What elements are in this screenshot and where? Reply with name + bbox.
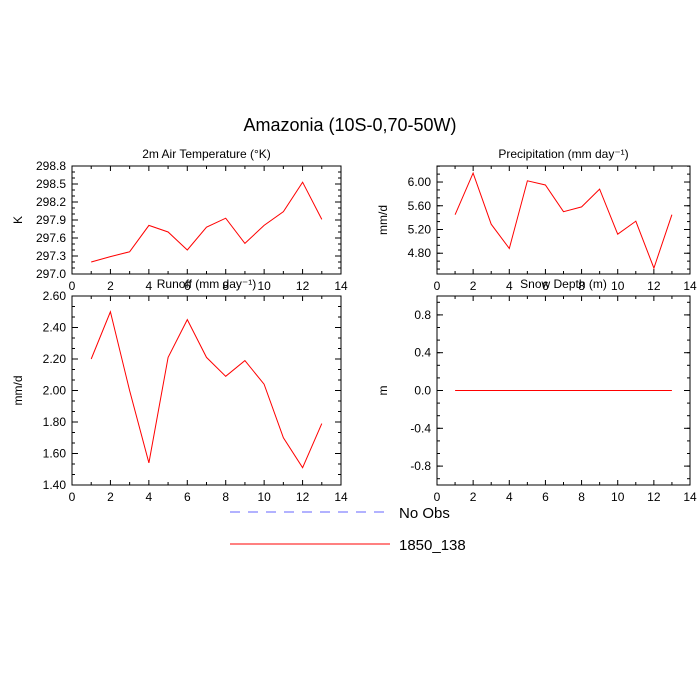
figure-title: Amazonia (10S-0,70-50W) <box>243 115 456 135</box>
panel-3: Runoff (mm day⁻¹) 0 2 4 6 8 10 12 14 1.40 1.60 1.80… <box>11 277 348 504</box>
y-tick-label: -0.8 <box>410 459 431 473</box>
x-tick-label: 6 <box>542 490 549 504</box>
x-tick-label: 0 <box>69 490 76 504</box>
x-tick-label: 10 <box>257 490 271 504</box>
y-tick-label: 1.80 <box>43 415 67 429</box>
y-axis-label: mm/d <box>11 376 25 406</box>
y-tick-label: 2.60 <box>43 289 67 303</box>
x-tick-label: 12 <box>296 279 310 293</box>
y-tick-label: 1.60 <box>43 447 67 461</box>
x-tick-label: 8 <box>222 490 229 504</box>
y-tick-label: 1.40 <box>43 478 67 492</box>
x-tick-label: 0 <box>434 279 441 293</box>
panel-2: Precipitation (mm day⁻¹) 0 2 4 6 8 10 12 14 4.80 5… <box>376 147 697 293</box>
y-tick-label: 297.0 <box>36 267 66 281</box>
x-tick-label: 2 <box>470 490 477 504</box>
x-tick-label: 14 <box>334 279 348 293</box>
x-tick-label: 6 <box>542 279 549 293</box>
panel-title: Snow Depth (m) <box>520 277 607 291</box>
y-tick-label: 297.9 <box>36 213 66 227</box>
x-tick-label: 12 <box>647 279 661 293</box>
series-line <box>454 171 673 270</box>
legend-label: No Obs <box>399 505 450 522</box>
x-tick-label: 10 <box>257 279 271 293</box>
y-tick-label: 0.8 <box>414 308 431 322</box>
panel-title: Runoff (mm day⁻¹) <box>157 277 256 291</box>
plot-frame <box>71 165 342 275</box>
y-tick-label: 298.5 <box>36 177 66 191</box>
y-axis-label: m <box>376 386 390 396</box>
x-tick-label: 14 <box>683 490 697 504</box>
x-tick-label: 12 <box>296 490 310 504</box>
x-tick-label: 0 <box>69 279 76 293</box>
x-tick-label: 14 <box>683 279 697 293</box>
y-tick-label: 5.20 <box>408 222 432 236</box>
legend: No Obs 1850_138 <box>230 505 466 554</box>
y-tick-label: 0.4 <box>414 346 431 360</box>
y-tick-label: 2.20 <box>43 352 67 366</box>
x-tick-label: 4 <box>146 490 153 504</box>
x-tick-label: 14 <box>334 490 348 504</box>
series-line <box>90 310 323 469</box>
series-line <box>91 181 323 263</box>
x-tick-label: 10 <box>611 279 625 293</box>
panels: 2m Air Temperature (°K) 0 2 4 6 8 10 12 14 297.0 2… <box>11 147 697 504</box>
y-tick-label: -0.4 <box>410 421 431 435</box>
legend-label: 1850_138 <box>399 537 466 554</box>
y-tick-label: 6.00 <box>408 175 432 189</box>
panel-title: 2m Air Temperature (°K) <box>142 147 271 161</box>
x-tick-label: 4 <box>506 279 513 293</box>
y-tick-label: 0.0 <box>414 384 431 398</box>
y-tick-label: 4.80 <box>408 246 432 260</box>
x-tick-label: 8 <box>222 279 229 293</box>
y-tick-label: 2.00 <box>43 384 67 398</box>
x-tick-label: 2 <box>107 279 114 293</box>
x-tick-label: 0 <box>434 490 441 504</box>
x-tick-label: 4 <box>146 279 153 293</box>
x-tick-label: 8 <box>578 490 585 504</box>
y-axis-label: K <box>11 216 25 224</box>
x-tick-label: 10 <box>611 490 625 504</box>
x-tick-label: 2 <box>107 490 114 504</box>
x-tick-label: 12 <box>647 490 661 504</box>
panel-title: Precipitation (mm day⁻¹) <box>498 147 628 161</box>
y-tick-label: 2.40 <box>43 321 67 335</box>
y-tick-label: 298.8 <box>36 159 66 173</box>
panel-1: 2m Air Temperature (°K) 0 2 4 6 8 10 12 14 297.0 2… <box>11 147 348 293</box>
x-tick-label: 6 <box>184 279 191 293</box>
plot-frame <box>71 295 342 486</box>
x-tick-label: 8 <box>578 279 585 293</box>
y-tick-label: 297.6 <box>36 231 66 245</box>
x-tick-label: 6 <box>184 490 191 504</box>
panel-4: Snow Depth (m) 0 2 4 6 8 10 12 14 -0.8 -0.4 0.0 0.4 0… <box>376 277 697 504</box>
y-tick-label: 5.60 <box>408 199 432 213</box>
plot-frame <box>436 165 691 275</box>
y-tick-label: 298.2 <box>36 195 66 209</box>
x-tick-label: 2 <box>470 279 477 293</box>
x-tick-label: 4 <box>506 490 513 504</box>
y-axis-label: mm/d <box>376 205 390 235</box>
y-tick-label: 297.3 <box>36 249 66 263</box>
